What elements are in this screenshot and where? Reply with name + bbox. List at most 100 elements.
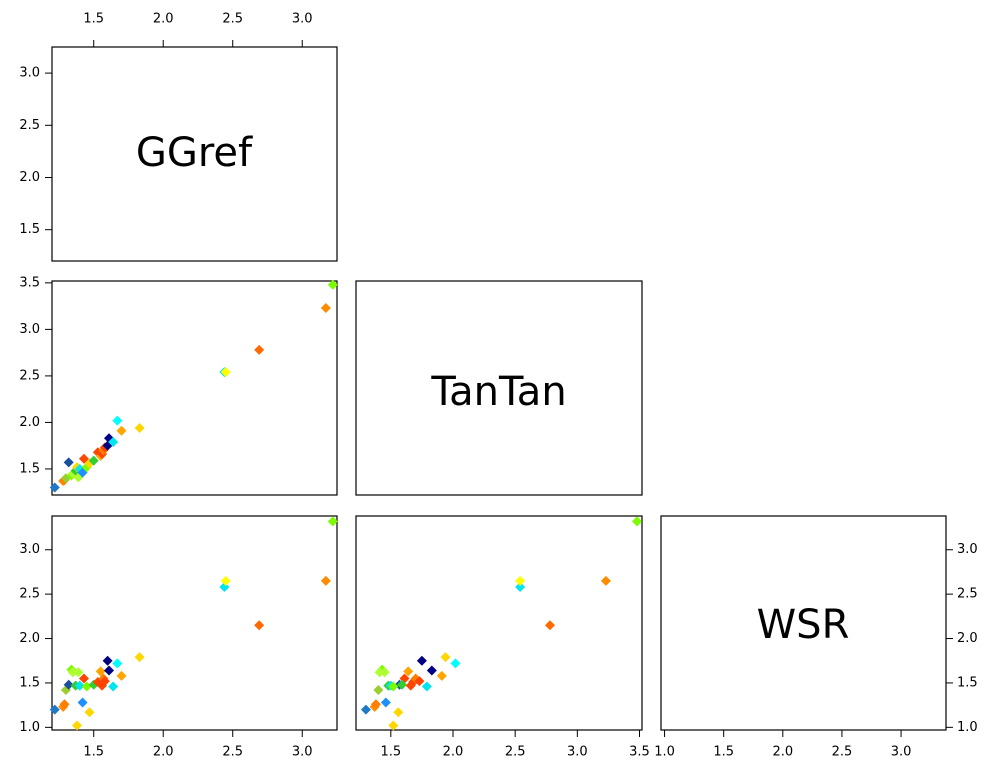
left-y-tick-label-wsr: 3.0	[19, 542, 40, 557]
point-tantan-vs-ggref	[112, 415, 123, 426]
point-wsr-vs-tantan	[403, 666, 414, 677]
panel-frame-ggref-ggref	[51, 46, 338, 262]
bottom-x-tick-label-tantan: 1.5	[380, 745, 401, 760]
diag-label-ggref: GGref	[136, 130, 253, 176]
point-tantan-vs-ggref	[327, 279, 338, 290]
bottom-x-tick-label-ggref: 2.5	[222, 745, 243, 760]
point-wsr-vs-tantan	[360, 704, 371, 715]
left-y-tick-label-tantan: 3.5	[19, 275, 40, 290]
point-tantan-vs-ggref	[134, 423, 145, 434]
point-wsr-vs-ggref	[99, 676, 110, 687]
point-wsr-vs-tantan	[414, 676, 425, 687]
point-wsr-vs-tantan	[450, 658, 461, 669]
point-tantan-vs-ggref	[254, 344, 265, 355]
point-wsr-vs-tantan	[405, 680, 416, 691]
point-wsr-vs-ggref	[63, 679, 74, 690]
point-wsr-vs-tantan	[544, 620, 555, 631]
point-wsr-vs-tantan	[421, 681, 432, 692]
panels	[51, 46, 947, 731]
point-wsr-vs-ggref	[74, 680, 85, 691]
top-x-tick-label-ggref: 1.5	[83, 12, 104, 27]
panel-frame-wsr-tantan	[355, 515, 643, 731]
left-y-tick-label-ggref: 2.5	[19, 118, 40, 133]
point-wsr-vs-ggref	[59, 699, 70, 710]
left-y-tick-label-ggref: 2.0	[19, 170, 40, 185]
point-wsr-vs-tantan	[397, 679, 408, 690]
left-y-tick-label-wsr: 2.0	[19, 631, 40, 646]
bottom-x-tick-label-ggref: 2.0	[153, 745, 174, 760]
point-wsr-vs-ggref	[49, 704, 60, 715]
point-wsr-vs-tantan	[388, 681, 399, 692]
point-tantan-vs-ggref	[108, 436, 119, 447]
diag-label-wsr: WSR	[757, 602, 850, 648]
right-y-tick-label-wsr: 3.0	[957, 542, 978, 557]
point-wsr-vs-tantan	[373, 685, 384, 696]
point-wsr-vs-ggref	[112, 658, 123, 669]
bottom-x-tick-label-tantan: 3.5	[629, 745, 650, 760]
point-tantan-vs-ggref	[220, 367, 231, 378]
point-wsr-vs-ggref	[81, 681, 92, 692]
left-y-tick-label-wsr: 1.5	[19, 675, 40, 690]
point-wsr-vs-tantan	[380, 697, 391, 708]
panel-frame-tantan-tantan	[355, 280, 643, 496]
bottom-x-tick-label-ggref: 3.0	[292, 745, 313, 760]
bottom-x-tick-label-ggref: 1.5	[83, 745, 104, 760]
point-wsr-vs-tantan	[436, 670, 447, 681]
right-y-tick-label-wsr: 2.5	[957, 587, 978, 602]
marks	[49, 279, 643, 731]
point-wsr-vs-tantan	[370, 699, 381, 710]
point-wsr-vs-ggref	[320, 575, 331, 586]
point-wsr-vs-ggref	[73, 667, 84, 678]
top-x-tick-label-ggref: 2.0	[153, 12, 174, 27]
right-y-tick-label-wsr: 1.0	[957, 720, 978, 735]
point-wsr-vs-tantan	[632, 516, 643, 527]
point-wsr-vs-ggref	[134, 652, 145, 663]
point-wsr-vs-tantan	[393, 707, 404, 718]
left-y-tick-label-tantan: 2.0	[19, 415, 40, 430]
bottom-x-tick-label-wsr: 1.5	[713, 745, 734, 760]
left-y-tick-label-wsr: 2.5	[19, 587, 40, 602]
point-wsr-vs-tantan	[388, 720, 399, 731]
bottom-x-tick-label-tantan: 2.0	[443, 745, 464, 760]
point-wsr-vs-ggref	[220, 575, 231, 586]
point-tantan-vs-ggref	[49, 482, 60, 493]
point-wsr-vs-tantan	[600, 575, 611, 586]
point-wsr-vs-tantan	[440, 652, 451, 663]
left-y-tick-label-ggref: 1.5	[19, 222, 40, 237]
point-wsr-vs-ggref	[108, 681, 119, 692]
panel-frame-wsr-ggref	[51, 515, 338, 731]
point-wsr-vs-ggref	[327, 516, 338, 527]
diag-label-tantan: TanTan	[430, 369, 566, 415]
left-y-tick-label-tantan: 2.5	[19, 368, 40, 383]
point-wsr-vs-ggref	[104, 665, 114, 676]
left-y-tick-label-wsr: 1.0	[19, 720, 40, 735]
panel-frame-wsr-wsr	[660, 515, 947, 731]
point-wsr-vs-tantan	[515, 582, 526, 593]
point-wsr-vs-tantan	[374, 667, 385, 678]
right-y-tick-label-wsr: 1.5	[957, 675, 978, 690]
point-tantan-vs-ggref	[320, 302, 331, 313]
point-wsr-vs-ggref	[67, 667, 78, 678]
point-tantan-vs-ggref	[78, 453, 89, 464]
left-y-tick-label-ggref: 3.0	[19, 66, 40, 81]
point-wsr-vs-ggref	[116, 670, 127, 681]
axes: 1.5 2.0 2.5 3.0 1.5 2.0 2.5 3.0 1.5 2.0 2.5 3.0 3.5 1…	[19, 12, 977, 760]
top-x-tick-label-ggref: 2.5	[222, 12, 243, 27]
bottom-x-tick-label-wsr: 2.5	[832, 745, 853, 760]
point-tantan-vs-ggref	[88, 455, 99, 466]
point-wsr-vs-tantan	[426, 665, 437, 676]
point-wsr-vs-ggref	[254, 620, 265, 631]
bottom-x-tick-label-wsr: 3.0	[891, 745, 912, 760]
point-tantan-vs-ggref	[116, 425, 127, 436]
point-wsr-vs-ggref	[77, 697, 88, 708]
left-y-tick-label-tantan: 1.5	[19, 461, 40, 476]
bottom-x-tick-label-tantan: 3.0	[567, 745, 588, 760]
point-wsr-vs-ggref	[84, 707, 95, 718]
left-y-tick-label-tantan: 3.0	[19, 322, 40, 337]
point-wsr-vs-ggref	[72, 720, 83, 731]
right-y-tick-label-wsr: 2.0	[957, 631, 978, 646]
bottom-x-tick-label-wsr: 2.0	[772, 745, 793, 760]
bottom-x-tick-label-wsr: 1.0	[654, 745, 675, 760]
bottom-x-tick-label-tantan: 2.5	[505, 745, 526, 760]
